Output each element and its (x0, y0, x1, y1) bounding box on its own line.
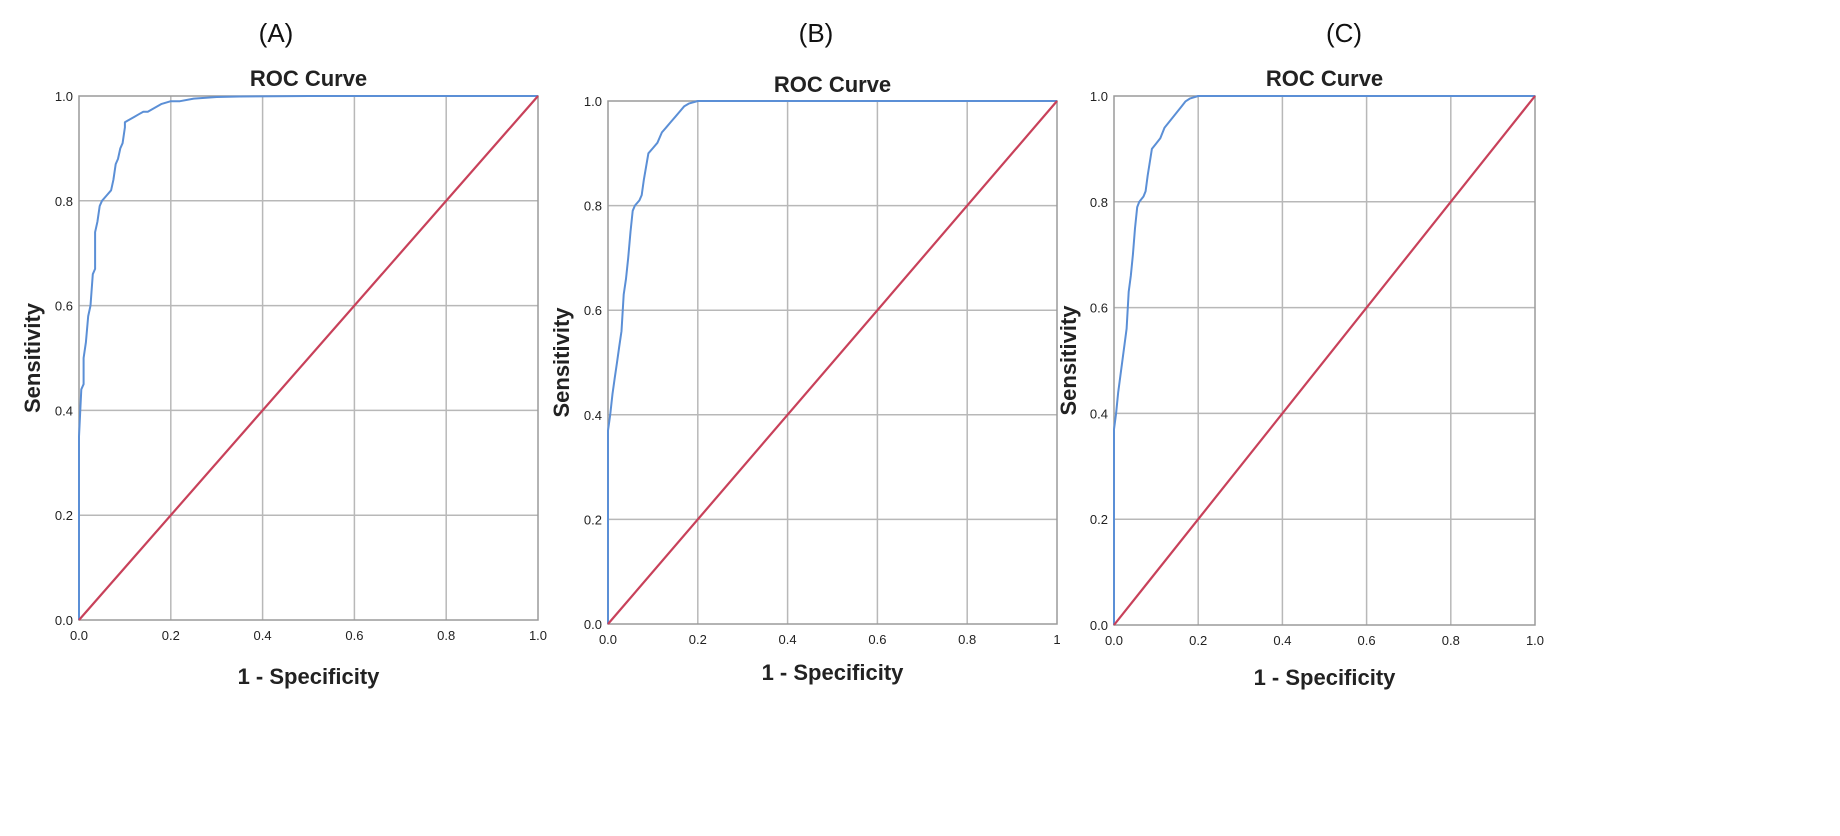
panel-label: (A) (258, 18, 294, 48)
roc-curve-line (78, 95, 538, 620)
x-tick-label: 0.8 (958, 632, 976, 647)
x-tick-label: 0.8 (1442, 633, 1460, 648)
chart-title: ROC Curve (250, 66, 367, 91)
x-tick-label: 0.6 (868, 632, 886, 647)
y-axis-label: Sensitivity (1056, 305, 1081, 416)
y-tick-label: 0.0 (55, 613, 73, 628)
x-tick-label: 0.6 (345, 628, 363, 643)
y-tick-label: 0.4 (1090, 406, 1108, 421)
y-tick-label: 0.0 (1090, 618, 1108, 633)
x-tick-label: 0.4 (779, 632, 797, 647)
x-tick-label: 0.2 (162, 628, 180, 643)
x-axis-label: 1 - Specificity (238, 664, 381, 689)
panel-label: (C) (1325, 18, 1363, 48)
x-tick-label: 1.0 (529, 628, 547, 643)
y-tick-label: 0.0 (584, 617, 602, 632)
y-tick-label: 1.0 (1090, 89, 1108, 104)
x-tick-label: 0.2 (1189, 633, 1207, 648)
y-tick-label: 0.8 (1090, 195, 1108, 210)
y-tick-label: 0.6 (55, 299, 73, 314)
y-tick-label: 1.0 (584, 94, 602, 109)
y-tick-label: 0.2 (1090, 512, 1108, 527)
x-tick-label: 0.6 (1358, 633, 1376, 648)
roc-curve-line (607, 100, 1057, 624)
panel-label: (B) (798, 18, 834, 48)
y-axis-label: Sensitivity (549, 307, 574, 418)
reference-diagonal-line (1113, 95, 1536, 626)
y-tick-label: 0.4 (584, 408, 602, 423)
y-tick-label: 0.8 (584, 199, 602, 214)
reference-diagonal-line (607, 100, 1058, 625)
y-tick-label: 0.4 (55, 403, 73, 418)
roc-curve-line (1113, 95, 1535, 625)
x-tick-label: 0.2 (689, 632, 707, 647)
x-tick-label: 0.8 (437, 628, 455, 643)
chart-title: ROC Curve (774, 72, 891, 97)
x-tick-label: 0.0 (599, 632, 617, 647)
x-tick-label: 0.0 (1105, 633, 1123, 648)
x-tick-label: 0.0 (70, 628, 88, 643)
y-tick-label: 1.0 (55, 89, 73, 104)
x-tick-label: 0.4 (1273, 633, 1291, 648)
y-tick-label: 0.2 (584, 512, 602, 527)
x-axis-label: 1 - Specificity (1254, 665, 1397, 690)
y-tick-label: 0.2 (55, 508, 73, 523)
reference-diagonal-line (78, 95, 539, 621)
x-tick-label: 1 (1053, 632, 1060, 647)
x-axis-label: 1 - Specificity (762, 660, 905, 685)
y-tick-label: 0.8 (55, 194, 73, 209)
x-tick-label: 1.0 (1526, 633, 1544, 648)
roc-chart-a: 0.0 0.2 0.4 0.6 0.8 1.0 0.0 0.2 0.4 0.6 0.8 1.0 ROC … (20, 66, 547, 689)
chart-title: ROC Curve (1266, 66, 1383, 91)
y-axis-label: Sensitivity (20, 302, 45, 413)
y-tick-label: 0.6 (584, 303, 602, 318)
x-tick-label: 0.4 (254, 628, 272, 643)
y-tick-label: 0.6 (1090, 301, 1108, 316)
